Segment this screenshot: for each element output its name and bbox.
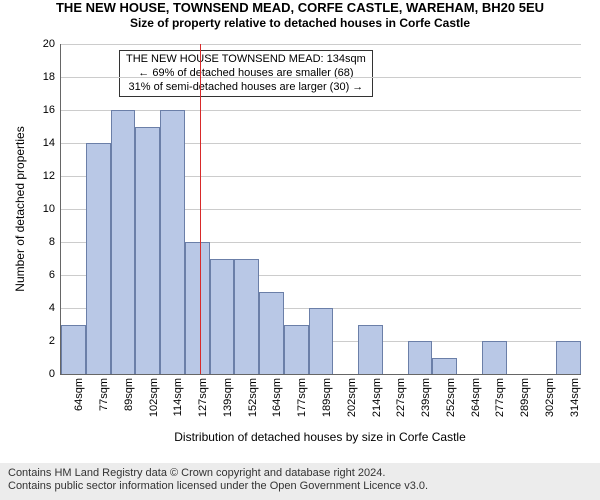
x-tick-label: 289sqm [519,378,531,417]
y-tick-label: 10 [43,203,61,215]
y-tick-label: 20 [43,38,61,50]
x-tick-label: 127sqm [197,378,209,417]
histogram-bar [358,325,383,375]
y-tick-label: 0 [49,368,61,380]
histogram-bar [185,242,210,374]
y-tick-label: 8 [49,236,61,248]
histogram-bar [234,259,259,375]
histogram-bar [259,292,284,375]
histogram-bar [160,110,185,374]
histogram-bar [309,308,334,374]
gridline [61,77,581,78]
y-tick-label: 6 [49,269,61,281]
x-tick-label: 202sqm [346,378,358,417]
y-tick-label: 14 [43,137,61,149]
chart-area: THE NEW HOUSE TOWNSEND MEAD: 134sqm← 69%… [0,0,600,500]
histogram-bar [482,341,507,374]
x-tick-label: 152sqm [247,378,259,417]
x-tick-label: 264sqm [470,378,482,417]
x-tick-label: 189sqm [321,378,333,417]
x-tick-label: 102sqm [148,378,160,417]
y-axis-label: Number of detached properties [13,126,27,291]
histogram-bar [135,127,160,375]
y-tick-label: 2 [49,335,61,347]
x-tick-label: 227sqm [395,378,407,417]
footer-attribution: Contains HM Land Registry data © Crown c… [0,463,600,500]
histogram-bar [86,143,111,374]
x-tick-label: 64sqm [73,378,85,411]
histogram-bar [432,358,457,375]
gridline [61,110,581,111]
x-tick-label: 214sqm [371,378,383,417]
reference-line [200,44,201,374]
x-tick-label: 239sqm [420,378,432,417]
y-tick-label: 16 [43,104,61,116]
plot-region: THE NEW HOUSE TOWNSEND MEAD: 134sqm← 69%… [60,44,581,375]
annotation-box: THE NEW HOUSE TOWNSEND MEAD: 134sqm← 69%… [119,50,373,97]
x-tick-label: 314sqm [569,378,581,417]
histogram-bar [284,325,309,375]
y-tick-label: 12 [43,170,61,182]
annotation-line: THE NEW HOUSE TOWNSEND MEAD: 134sqm [126,53,366,67]
x-tick-label: 114sqm [172,378,184,416]
x-tick-label: 252sqm [445,378,457,417]
x-tick-label: 302sqm [544,378,556,417]
x-tick-label: 77sqm [98,378,110,411]
y-tick-label: 18 [43,71,61,83]
x-tick-label: 164sqm [271,378,283,417]
histogram-bar [111,110,136,374]
histogram-bar [210,259,235,375]
gridline [61,44,581,45]
histogram-bar [408,341,433,374]
footer-line-1: Contains HM Land Registry data © Crown c… [8,467,592,481]
x-axis-label: Distribution of detached houses by size … [174,430,466,444]
y-tick-label: 4 [49,302,61,314]
footer-line-2: Contains public sector information licen… [8,480,592,494]
histogram-bar [556,341,581,374]
x-tick-label: 89sqm [123,378,135,411]
x-tick-label: 177sqm [296,378,308,417]
annotation-line: ← 69% of detached houses are smaller (68… [126,67,366,81]
annotation-line: 31% of semi-detached houses are larger (… [126,81,366,95]
x-tick-label: 139sqm [222,378,234,417]
x-tick-label: 277sqm [494,378,506,417]
histogram-bar [61,325,86,375]
